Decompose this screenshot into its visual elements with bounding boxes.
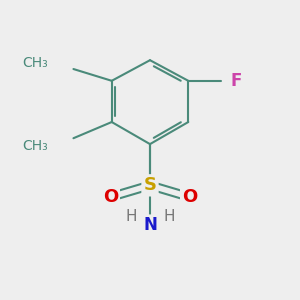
Text: CH₃: CH₃ xyxy=(23,56,48,70)
Text: CH₃: CH₃ xyxy=(23,139,48,153)
Text: O: O xyxy=(182,188,197,206)
Text: S: S xyxy=(143,176,157,194)
Text: N: N xyxy=(143,216,157,234)
Text: F: F xyxy=(230,72,242,90)
Text: O: O xyxy=(103,188,118,206)
Text: H: H xyxy=(164,209,175,224)
Text: H: H xyxy=(125,209,136,224)
